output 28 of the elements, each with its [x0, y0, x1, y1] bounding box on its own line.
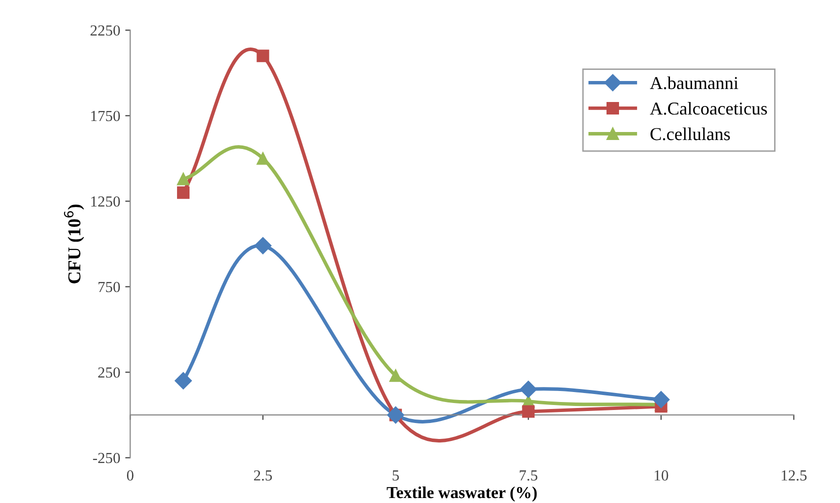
- x-tick-label: 0: [126, 470, 134, 481]
- legend-label: A.baumanni: [650, 76, 738, 90]
- point: [652, 391, 670, 408]
- legend-label: C.cellulans: [650, 127, 730, 140]
- x-tick-label: 12.5: [782, 470, 807, 481]
- y-axis-title: CFU (10$^{6}$): [64, 204, 84, 284]
- y-tick-label: 1750: [91, 110, 120, 122]
- x-tick-label: 5: [392, 470, 399, 481]
- point: [254, 237, 272, 254]
- y-tick-label: 2250: [90, 25, 120, 36]
- point: [522, 405, 535, 418]
- point: [256, 50, 270, 62]
- x-tick-label: 7.5: [520, 470, 538, 481]
- point: [256, 152, 270, 165]
- x-tick-label: 2.5: [254, 470, 272, 481]
- y-tick-label: 1250: [91, 196, 120, 207]
- point: [174, 372, 192, 390]
- point: [387, 406, 404, 424]
- point: [520, 380, 537, 398]
- point: [177, 186, 190, 199]
- y-tick-label: 750: [98, 282, 120, 292]
- legend-label: A.Calcoaceticus: [650, 102, 767, 115]
- y-tick-label: -250: [93, 452, 120, 464]
- point: [177, 172, 190, 186]
- x-tick-label: 10: [654, 470, 668, 481]
- x-axis-title: Textile waswater (%): [386, 486, 537, 502]
- point: [389, 369, 402, 382]
- y-tick-label: 250: [98, 367, 120, 378]
